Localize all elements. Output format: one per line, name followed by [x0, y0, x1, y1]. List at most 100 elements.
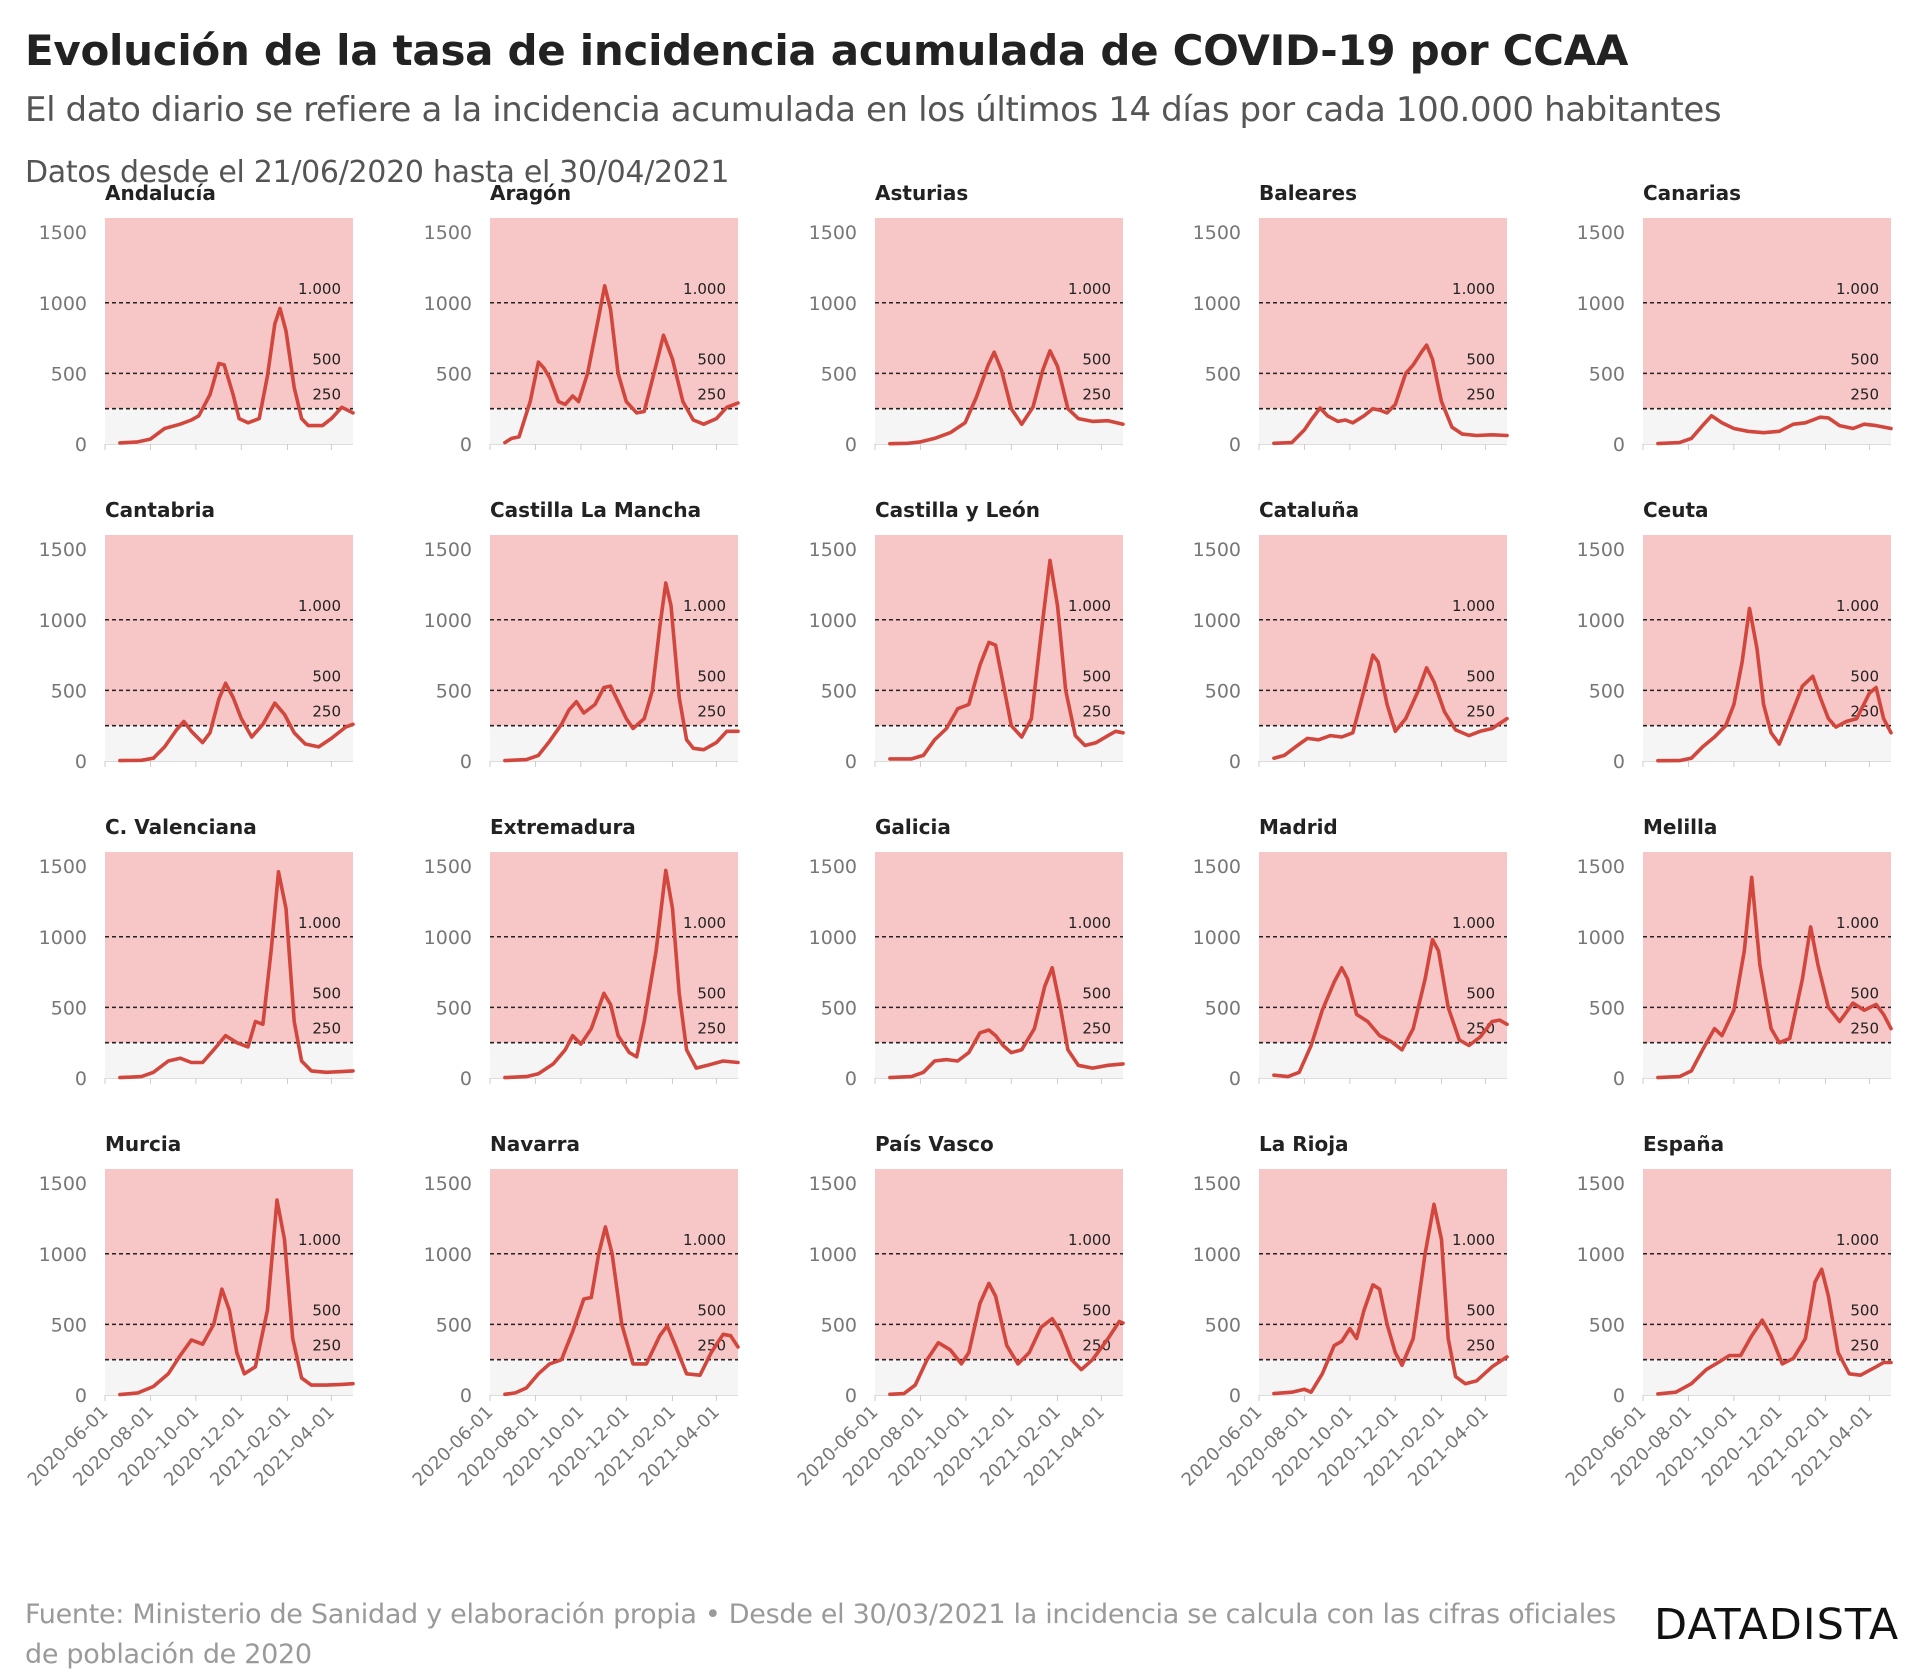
threshold-label: 500 — [1850, 984, 1879, 1002]
y-tick-label: 1000 — [39, 610, 87, 632]
y-tick-label: 500 — [1205, 363, 1241, 385]
panel-castilla-la-mancha: Castilla La Mancha 0 500 1000 1500 1.000 500 25… — [424, 498, 740, 773]
threshold-label: 250 — [312, 1337, 341, 1355]
panel-castilla-y-leon: Castilla y León 0 500 1000 1500 1.000 500 250 — [809, 498, 1125, 773]
y-tick-label: 500 — [51, 680, 87, 702]
threshold-label: 250 — [697, 1020, 726, 1038]
y-tick-label: 1500 — [424, 222, 472, 244]
risk-band — [1259, 218, 1507, 409]
y-tick-label: 1000 — [1193, 1244, 1241, 1266]
threshold-label: 1.000 — [683, 1231, 726, 1249]
low-band — [1643, 1042, 1891, 1078]
y-tick-label: 1000 — [809, 293, 857, 315]
y-tick-label: 500 — [1205, 680, 1241, 702]
threshold-label: 1.000 — [683, 597, 726, 615]
threshold-label: 1.000 — [1068, 914, 1111, 932]
y-tick-label: 1000 — [39, 1244, 87, 1266]
y-tick-label: 0 — [1229, 751, 1241, 773]
panel-title: Aragón — [490, 181, 571, 205]
panel-asturias: Asturias 0 500 1000 1500 1.000 500 250 — [809, 181, 1125, 456]
threshold-label: 500 — [697, 1301, 726, 1319]
threshold-label: 1.000 — [1836, 280, 1879, 298]
y-tick-label: 1000 — [809, 1244, 857, 1266]
panel-title: País Vasco — [875, 1132, 994, 1156]
y-tick-label: 500 — [51, 1314, 87, 1336]
panel-aragon: Aragón 0 500 1000 1500 1.000 500 250 — [424, 181, 740, 456]
threshold-label: 1.000 — [1836, 1231, 1879, 1249]
y-tick-label: 500 — [1589, 997, 1625, 1019]
risk-band — [1643, 535, 1891, 726]
threshold-label: 500 — [697, 350, 726, 368]
low-band — [875, 1042, 1123, 1078]
low-band — [1259, 408, 1507, 444]
panel-title: C. Valenciana — [105, 815, 257, 839]
threshold-label: 250 — [1082, 1020, 1111, 1038]
y-tick-label: 0 — [1613, 1068, 1625, 1090]
threshold-label: 500 — [1466, 1301, 1495, 1319]
panel-cataluna: Cataluña 0 500 1000 1500 1.000 500 250 — [1193, 498, 1509, 773]
panel-title: La Rioja — [1259, 1132, 1349, 1156]
threshold-label: 500 — [312, 667, 341, 685]
threshold-label: 1.000 — [1068, 597, 1111, 615]
y-tick-label: 1000 — [39, 293, 87, 315]
y-tick-label: 1000 — [1577, 1244, 1625, 1266]
panel-title: Castilla y León — [875, 498, 1040, 522]
y-tick-label: 1500 — [424, 539, 472, 561]
y-tick-label: 1500 — [809, 222, 857, 244]
y-tick-label: 500 — [436, 680, 472, 702]
series-line — [503, 284, 740, 445]
brand-logo: DATADISTA — [1654, 1600, 1900, 1650]
risk-band — [105, 852, 353, 1043]
y-tick-label: 0 — [460, 434, 472, 456]
y-tick-label: 500 — [51, 997, 87, 1019]
panel-title: Cataluña — [1259, 498, 1359, 522]
threshold-label: 250 — [312, 703, 341, 721]
y-tick-label: 0 — [1613, 434, 1625, 456]
y-tick-label: 0 — [75, 434, 87, 456]
low-band — [1643, 725, 1891, 761]
threshold-label: 250 — [1850, 1020, 1879, 1038]
series-line — [1272, 1202, 1509, 1396]
y-tick-label: 1000 — [1193, 610, 1241, 632]
series-line — [1656, 1267, 1893, 1396]
panel-title: Melilla — [1643, 815, 1717, 839]
y-tick-label: 1500 — [39, 1173, 87, 1195]
panel-title: Extremadura — [490, 815, 636, 839]
low-band — [490, 1359, 738, 1395]
threshold-label: 1.000 — [1836, 914, 1879, 932]
y-tick-label: 500 — [1589, 1314, 1625, 1336]
y-tick-label: 1500 — [1577, 1173, 1625, 1195]
panel-title: España — [1643, 1132, 1724, 1156]
low-band — [490, 1042, 738, 1078]
series-line — [1272, 937, 1509, 1079]
series-line — [503, 868, 740, 1080]
y-tick-label: 1500 — [424, 1173, 472, 1195]
risk-band — [105, 1169, 353, 1360]
y-tick-label: 1000 — [424, 293, 472, 315]
series-line — [118, 870, 355, 1080]
y-tick-label: 0 — [1613, 1385, 1625, 1407]
source-note: Fuente: Ministerio de Sanidad y elaborac… — [25, 1599, 1616, 1670]
threshold-label: 500 — [1466, 984, 1495, 1002]
panel-la-rioja: La Rioja0500100015002020-06-012020-08-01… — [1178, 1132, 1509, 1491]
series-line — [118, 306, 355, 445]
y-tick-label: 0 — [75, 1385, 87, 1407]
y-tick-label: 0 — [845, 1068, 857, 1090]
y-tick-label: 500 — [1589, 680, 1625, 702]
threshold-label: 500 — [312, 1301, 341, 1319]
threshold-label: 1.000 — [1452, 597, 1495, 615]
series-line — [1272, 653, 1509, 760]
panel-extremadura: Extremadura 0 500 1000 1500 1.000 500 250 — [424, 815, 740, 1090]
y-tick-label: 1000 — [1577, 610, 1625, 632]
threshold-label: 500 — [1082, 350, 1111, 368]
y-tick-label: 500 — [436, 363, 472, 385]
panel-melilla: Melilla 0 500 1000 1500 1.000 500 250 — [1577, 815, 1893, 1090]
y-tick-label: 500 — [821, 997, 857, 1019]
y-tick-label: 1500 — [1577, 222, 1625, 244]
y-tick-label: 500 — [1589, 363, 1625, 385]
panel-espana: España0500100015002020-06-012020-08-0120… — [1562, 1132, 1893, 1491]
low-band — [1259, 725, 1507, 761]
panel-title: Navarra — [490, 1132, 580, 1156]
y-tick-label: 0 — [1613, 751, 1625, 773]
